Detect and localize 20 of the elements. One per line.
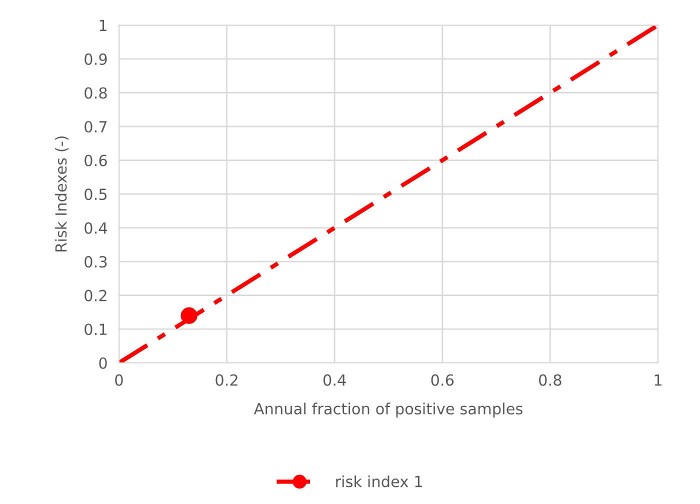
x-tick-label: 0.8: [539, 374, 562, 386]
y-tick-label: 0.4: [84, 222, 108, 234]
x-axis-title: Annual fraction of positive samples: [254, 402, 522, 418]
y-tick-label: 0.8: [84, 87, 107, 99]
y-tick-label: 0.3: [84, 256, 107, 268]
x-tick-label: 0.2: [216, 374, 238, 386]
y-tick-label: 0.1: [84, 324, 106, 336]
y-tick-label: 0.2: [84, 290, 106, 302]
y-tick-label: 0.6: [84, 154, 107, 166]
legend-label: risk index 1: [336, 475, 422, 488]
y-tick-label: 1: [100, 20, 106, 32]
y-axis-title: Risk Indexes (-): [54, 136, 69, 252]
x-tick-label: 0.6: [431, 374, 454, 386]
y-tick-label: 0.9: [84, 53, 107, 65]
x-tick-label: 0.4: [323, 374, 346, 386]
x-tick-label: 0: [115, 374, 123, 386]
y-tick-label: 0.7: [84, 120, 107, 133]
x-tick-label: 1: [654, 374, 662, 386]
y-tick-label: 0.5: [84, 188, 107, 200]
y-tick-label: 0: [99, 357, 107, 369]
